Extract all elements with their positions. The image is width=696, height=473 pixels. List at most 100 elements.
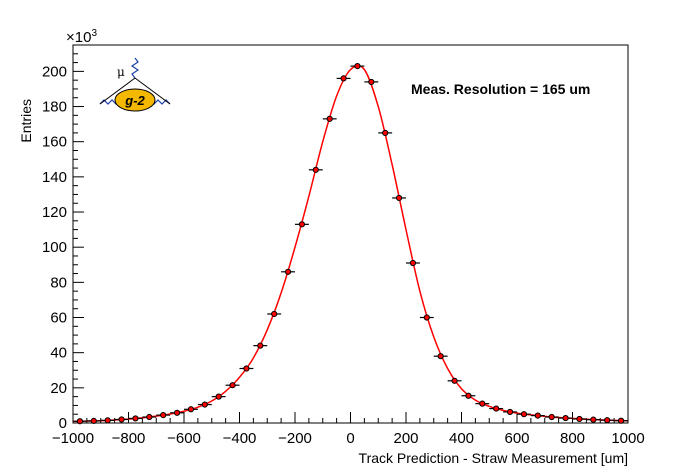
data-point [197,401,212,408]
data-point-marker [104,417,111,424]
data-point-marker [617,417,625,424]
data-point [447,377,462,384]
g2-logo: μ g-2 [99,57,171,112]
data-point [544,413,559,421]
data-point-marker [493,405,500,412]
data-point [364,78,379,86]
logo-mu-label: μ [117,65,125,79]
data-point [114,416,129,423]
x-tick-label: −200 [278,430,312,447]
x-tick-label: −400 [223,430,257,447]
data-point [128,415,143,422]
data-point [308,166,323,173]
data-point-marker [395,194,403,202]
y-axis-ticks: 0 20 40 60 80 100 120 140 160 180 200 [42,53,84,432]
data-point [350,62,365,70]
y-multiplier-base: ×10 [66,29,91,46]
data-point [461,392,476,399]
y-multiplier-exponent: 3 [91,28,97,39]
logo-line-left [99,77,136,105]
fit-curve-layer [72,64,629,423]
resolution-annotation: Meas. Resolution = 165 um [411,81,590,97]
data-point-marker [576,415,583,423]
y-tick-label: 80 [50,274,67,291]
y-tick-label: 140 [42,169,67,186]
data-point-marker [201,401,208,408]
logo-line-right [134,77,171,105]
y-tick-label: 40 [50,345,67,362]
y-tick-label: 180 [42,99,67,116]
data-point [86,417,101,424]
data-point-marker [146,413,153,421]
data-point-marker [451,377,458,384]
data-point-marker [173,409,181,416]
data-point-marker [382,129,389,137]
data-point [184,406,198,413]
x-tick-label: 600 [504,430,529,447]
data-point [239,365,254,372]
data-point [170,409,184,416]
data-point-marker [326,115,333,122]
data-point-marker [409,259,417,267]
data-point-marker [479,400,486,407]
data-point [156,411,171,419]
x-tick-label: 200 [393,430,418,447]
y-tick-label: 100 [42,239,67,256]
data-point [600,417,615,424]
y-multiplier-label: ×103 [66,28,97,46]
data-point [253,342,268,349]
data-point [475,400,490,407]
y-axis-title: Entries [18,99,34,143]
fit-curve [72,64,629,423]
data-point-marker [604,417,611,424]
data-point [392,194,406,202]
data-point-marker [312,166,319,173]
y-tick-label: 120 [42,204,67,221]
data-point-marker [465,392,472,399]
data-point [572,415,587,423]
logo-badge [114,88,156,112]
data-point [73,418,87,425]
data-point-marker [534,412,541,419]
y-tick-label: 20 [50,380,67,397]
data-point [503,408,517,416]
data-point [614,417,628,424]
data-point-marker [229,382,236,389]
data-point-marker [506,408,514,416]
data-point-marker [298,221,306,228]
data-point [281,268,295,275]
data-point [586,416,601,423]
data-point [295,221,309,228]
data-point-marker [520,411,528,418]
data-point-marker [118,416,125,423]
y-tick-label: 160 [42,134,67,151]
data-point-marker [76,418,84,425]
x-tick-label: −1000 [52,430,94,447]
data-point [517,411,531,418]
data-point [322,115,337,122]
data-point [100,417,115,424]
y-tick-label: 200 [42,63,67,80]
data-point-marker [590,416,597,423]
x-tick-label: 0 [346,430,354,447]
data-point-marker [271,310,278,318]
data-point-marker [243,365,250,372]
data-point [336,75,351,82]
data-point [433,353,448,360]
logo-wave-top [130,57,140,79]
x-tick-label: 800 [560,430,585,447]
data-point-marker [90,417,97,424]
logo-badge-text: g-2 [124,93,145,108]
data-point [142,413,157,421]
data-point-marker [132,415,139,422]
data-point [211,393,226,400]
x-axis-title: Track Prediction - Straw Measurement [um… [359,450,628,466]
x-tick-label: −800 [112,430,146,447]
y-tick-label: 0 [59,415,67,432]
data-point-marker [548,413,555,421]
x-axis-ticks: −1000 −800 −600 −400 −200 0 200 400 600 800 1000 [52,412,645,447]
data-point-marker [257,342,264,349]
x-tick-label: 400 [449,430,474,447]
data-point [489,405,504,412]
